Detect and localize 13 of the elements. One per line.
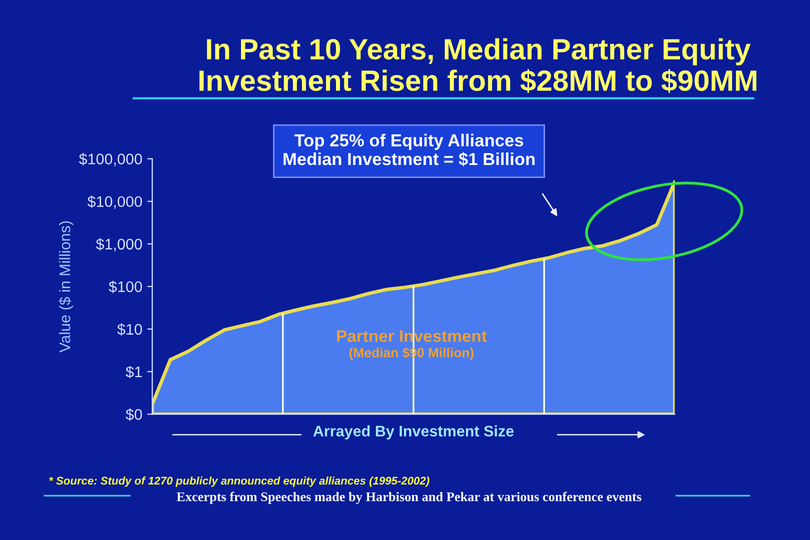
text: * Source: Study of 1270 publicly announced equity alliances (1995-2002)	[49, 476, 430, 487]
y-tick-label: $100,000	[79, 152, 142, 166]
y-tick-label: $1,000	[96, 238, 142, 252]
y-tick-label: $10,000	[88, 196, 142, 209]
annotation: Top 25% of Equity Alliances Median Investment = $1 Billion	[284, 134, 535, 166]
y-tick-label: $10	[117, 323, 142, 336]
y-axis-title: Value ($ in Millions)	[58, 221, 74, 352]
chart-title: In Past 10 Years, Median Partner Equity Investment Risen from $28MM to $90MM	[199, 38, 756, 93]
x-axis-title: Arrayed By Investment Size	[313, 425, 514, 440]
y-tick-label: $1	[126, 366, 142, 378]
y-tick-label: $0	[126, 408, 142, 421]
y-tick-label: $100	[108, 280, 142, 294]
text: Excerpts from Speeches made by Harbison and Pekar at various conference events	[176, 492, 642, 504]
